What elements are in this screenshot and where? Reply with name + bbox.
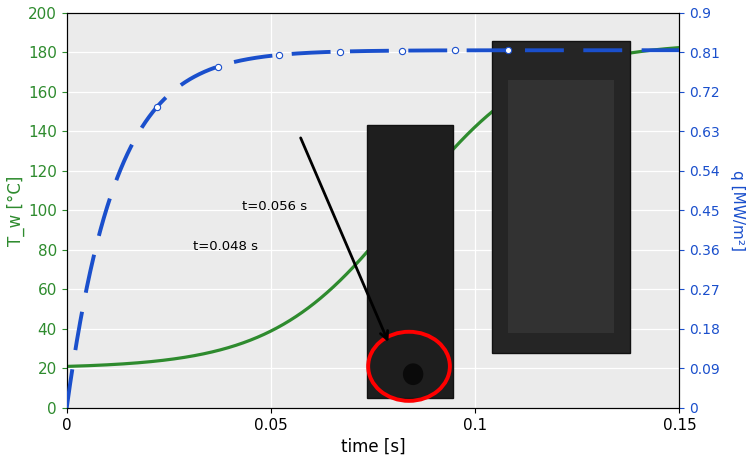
Ellipse shape <box>403 363 423 385</box>
Y-axis label: q [MW/m²]: q [MW/m²] <box>730 170 745 251</box>
Text: t=0.056 s: t=0.056 s <box>242 200 308 213</box>
Bar <box>367 125 453 398</box>
Bar <box>508 80 614 333</box>
X-axis label: time [s]: time [s] <box>341 438 405 456</box>
Y-axis label: T_w [°C]: T_w [°C] <box>7 175 26 245</box>
Bar <box>492 41 630 352</box>
Text: t=0.048 s: t=0.048 s <box>193 240 259 253</box>
